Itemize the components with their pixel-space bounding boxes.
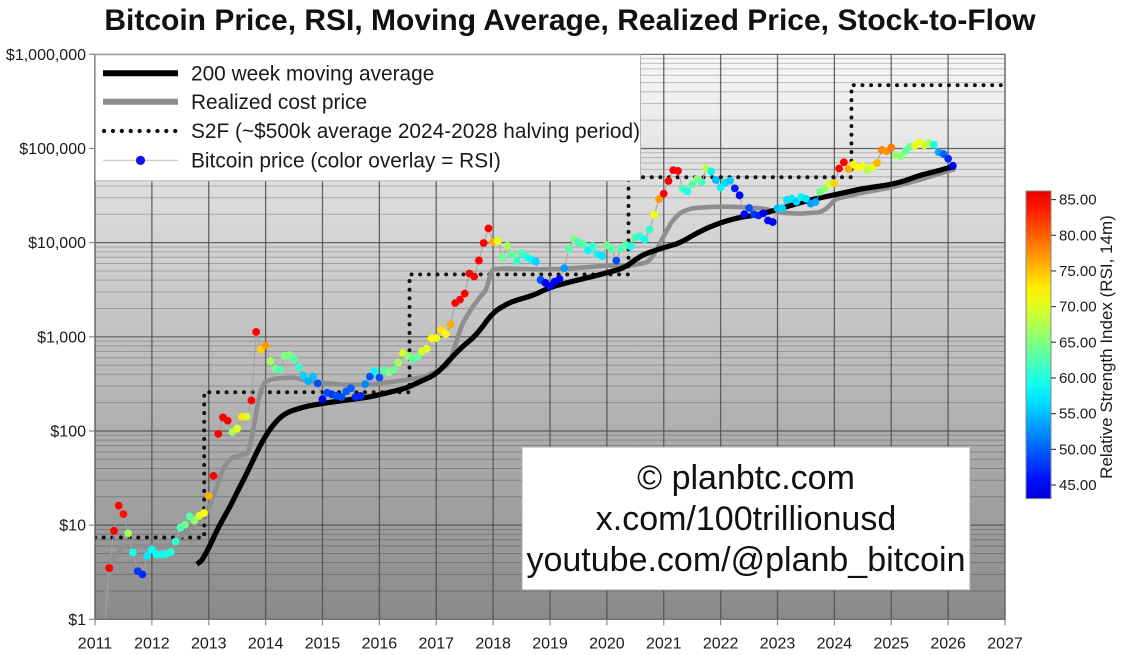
svg-text:2022: 2022 [703,635,739,652]
svg-text:2013: 2013 [191,635,227,652]
svg-text:$100: $100 [50,423,86,440]
svg-text:75.00: 75.00 [1059,263,1097,280]
svg-text:2018: 2018 [475,635,511,652]
svg-text:2014: 2014 [248,635,284,652]
svg-text:2026: 2026 [930,635,966,652]
svg-text:2020: 2020 [589,635,625,652]
svg-text:80.00: 80.00 [1059,227,1097,244]
svg-text:2024: 2024 [817,635,853,652]
svg-text:youtube.com/@planb_bitcoin: youtube.com/@planb_bitcoin [526,541,965,579]
svg-text:$1,000: $1,000 [37,329,86,346]
svg-text:2021: 2021 [646,635,682,652]
svg-text:x.com/100trillionusd: x.com/100trillionusd [596,500,896,538]
svg-text:2012: 2012 [134,635,170,652]
svg-text:$10,000: $10,000 [28,235,86,252]
svg-text:2015: 2015 [305,635,341,652]
svg-text:Bitcoin price (color overlay =: Bitcoin price (color overlay = RSI) [191,149,501,172]
svg-text:2011: 2011 [78,635,113,652]
svg-text:$1: $1 [68,612,86,629]
svg-text:50.00: 50.00 [1059,441,1097,458]
svg-text:45.00: 45.00 [1059,477,1097,494]
svg-text:85.00: 85.00 [1059,192,1097,209]
svg-text:65.00: 65.00 [1059,334,1097,351]
svg-text:Bitcoin Price, RSI, Moving Ave: Bitcoin Price, RSI, Moving Average, Real… [104,4,1036,37]
svg-text:60.00: 60.00 [1059,370,1097,387]
svg-text:Realized cost price: Realized cost price [191,91,367,114]
svg-text:$100,000: $100,000 [19,141,86,158]
svg-text:2019: 2019 [532,635,568,652]
svg-text:Relative Strength Index (RSI,: Relative Strength Index (RSI, 14m) [1097,215,1116,479]
svg-text:200 week moving average: 200 week moving average [191,62,434,85]
svg-text:2023: 2023 [760,635,796,652]
svg-text:2017: 2017 [418,635,454,652]
svg-text:$1,000,000: $1,000,000 [6,47,86,64]
svg-text:55.00: 55.00 [1059,406,1097,423]
svg-text:$10: $10 [59,518,86,535]
svg-text:2025: 2025 [873,635,909,652]
svg-text:70.00: 70.00 [1059,299,1097,316]
svg-text:S2F (~$500k average 2024-2028: S2F (~$500k average 2024-2028 halving pe… [191,120,640,143]
svg-text:2016: 2016 [362,635,398,652]
svg-text:2027: 2027 [987,635,1023,652]
svg-text:© planbtc.com: © planbtc.com [637,459,855,497]
